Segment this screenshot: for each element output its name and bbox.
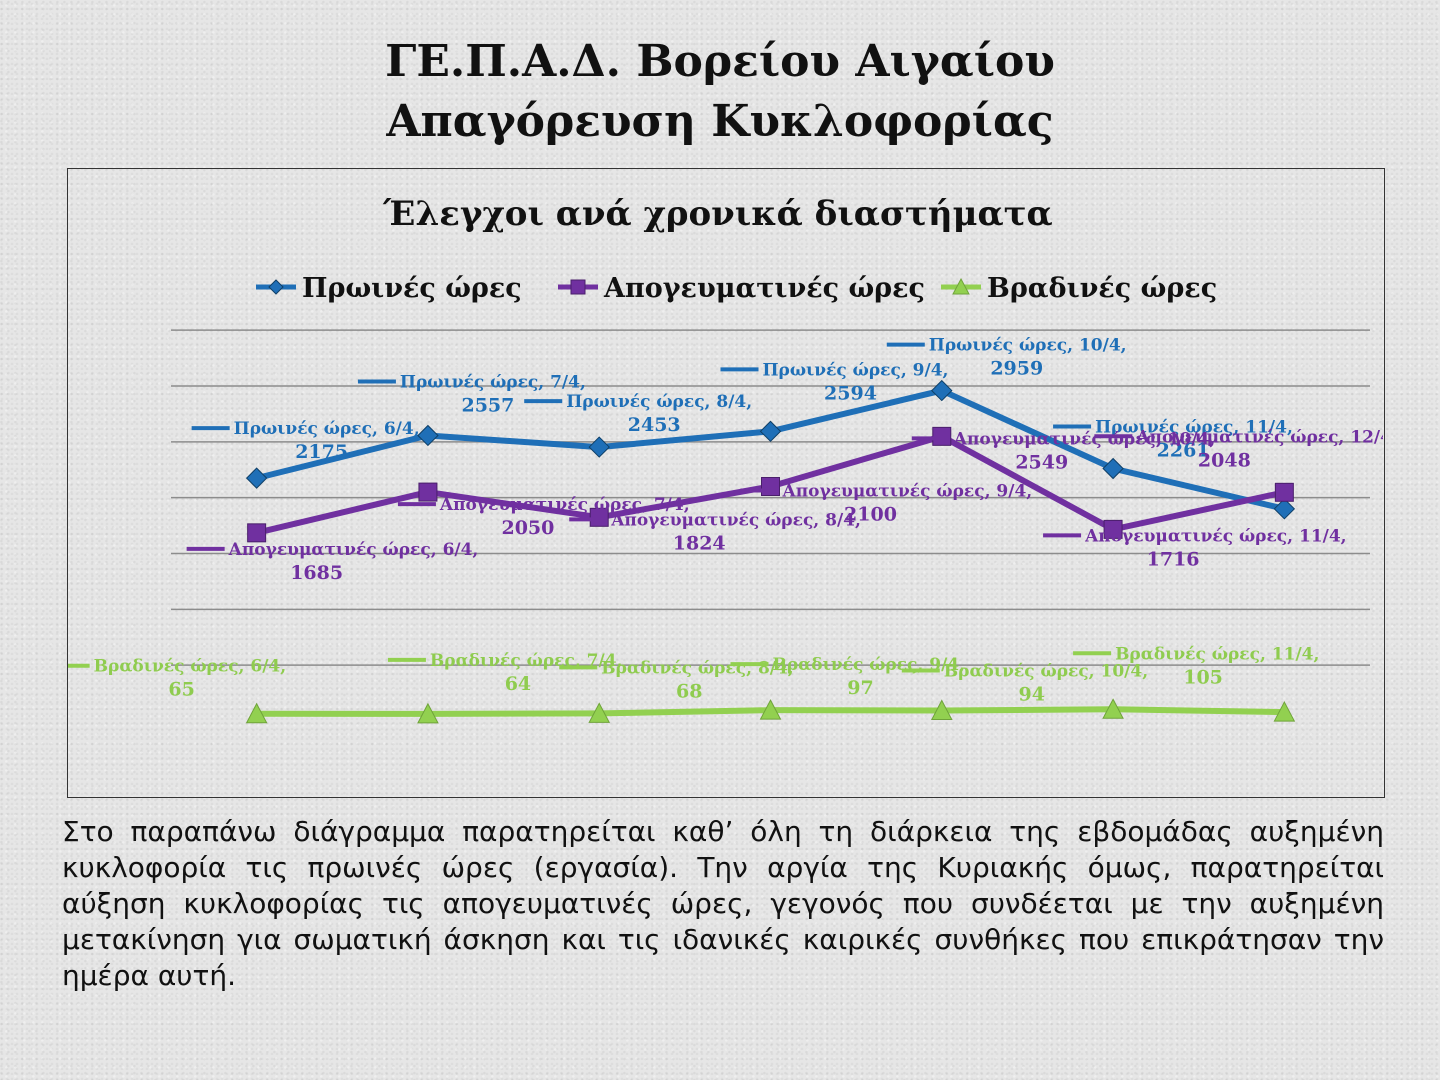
data-label-series: Βραδινές ώρες, 11/4, xyxy=(1115,644,1319,664)
data-label: Πρωινές ώρες, 11/4,2261 xyxy=(1053,418,1293,462)
data-point xyxy=(1274,482,1294,502)
data-label: Πρωινές ώρες, 9/4,2594 xyxy=(720,360,949,404)
data-label-series: Βραδινές ώρες, 6/4, xyxy=(94,657,287,677)
line-chart: Έλεγχοι ανά χρονικά διαστήματα Πρωινές ώ… xyxy=(68,194,1383,724)
data-label-series: Απογευματινές ώρες, 12/4, xyxy=(1135,427,1383,447)
data-point xyxy=(418,482,438,502)
data-point xyxy=(588,436,610,458)
data-label-series: Απογευματινές ώρες, 8/4, xyxy=(610,510,861,530)
data-label-value: 2594 xyxy=(824,382,877,404)
data-label-value: 2050 xyxy=(501,517,554,539)
legend-label: Βραδινές ώρες xyxy=(987,273,1217,304)
data-label-series: Πρωινές ώρες, 8/4, xyxy=(566,392,752,412)
data-point xyxy=(588,702,611,723)
data-label-value: 68 xyxy=(676,680,702,702)
chart-container: Έλεγχοι ανά χρονικά διαστήματα Πρωινές ώ… xyxy=(67,168,1385,798)
series-diamond xyxy=(245,379,1296,520)
chart-legend: Πρωινές ώρες Απογευματινές ώρες Βραδινές ώ… xyxy=(256,273,1217,304)
legend-marker xyxy=(570,279,586,295)
data-label-series: Βραδινές ώρες, 8/4, xyxy=(601,658,794,678)
data-label-value: 1824 xyxy=(673,532,726,554)
data-label-value: 2453 xyxy=(628,414,681,436)
data-label: Βραδινές ώρες, 6/4,65 xyxy=(68,657,286,701)
legend-marker xyxy=(952,277,970,295)
data-label: Πρωινές ώρες, 7/4,2557 xyxy=(357,372,586,416)
legend-item: Απογευματινές ώρες xyxy=(558,273,925,304)
data-point xyxy=(759,699,782,720)
data-point xyxy=(759,420,782,443)
data-label-value: 65 xyxy=(168,679,194,701)
data-label-series: Απογευματινές ώρες, 9/4, xyxy=(782,482,1033,502)
data-point xyxy=(245,467,268,489)
data-label: Βραδινές ώρες, 7/4,64 xyxy=(387,651,622,695)
data-label-series: Πρωινές ώρες, 6/4, xyxy=(234,419,420,439)
data-label: Βραδινές ώρες, 10/4,94 xyxy=(901,662,1148,706)
page-title: ΓΕ.Π.Α.Δ. Βορείου Αιγαίου xyxy=(385,36,1055,87)
chart-gridlines xyxy=(171,329,1370,666)
series-triangle xyxy=(245,698,1296,724)
legend-item: Πρωινές ώρες xyxy=(256,273,522,304)
data-label-series: Απογευματινές ώρες, 11/4, xyxy=(1084,526,1347,546)
data-label-value: 2175 xyxy=(295,441,348,463)
data-label: Απογευματινές ώρες, 8/4,1824 xyxy=(569,510,861,554)
data-label-value: 2261 xyxy=(1157,440,1210,462)
legend-label: Απογευματινές ώρες xyxy=(603,273,925,304)
data-label: Απογευματινές ώρες, 9/4,2100 xyxy=(740,482,1033,526)
description-paragraph: Στο παραπάνω διάγραμμα παρατηρείται καθ’… xyxy=(62,815,1384,992)
data-point xyxy=(417,702,439,724)
legend-label: Πρωινές ώρες xyxy=(302,273,522,304)
legend-marker xyxy=(268,279,284,295)
data-label: Απογευματινές ώρες, 11/4,1716 xyxy=(1043,526,1347,570)
data-label-series: Βραδινές ώρες, 10/4, xyxy=(944,662,1148,682)
data-label: Απογευματινές ώρες, 6/4,1685 xyxy=(186,540,479,584)
data-label: Απογευματινές ώρες, 12/4,2048 xyxy=(1094,427,1383,471)
data-point xyxy=(931,379,953,402)
data-point xyxy=(1273,498,1296,520)
data-label-value: 97 xyxy=(847,677,873,699)
data-label-series: Πρωινές ώρες, 7/4, xyxy=(400,372,586,392)
data-label-value: 2100 xyxy=(844,504,897,526)
data-label-value: 2549 xyxy=(1015,451,1068,473)
page-subtitle: Απαγόρευση Κυκλοφορίας xyxy=(386,96,1054,147)
data-label-value: 1716 xyxy=(1147,548,1200,570)
data-label-series: Πρωινές ώρες, 11/4, xyxy=(1095,418,1293,438)
data-label-value: 64 xyxy=(505,673,531,695)
data-label-series: Απογευματινές ώρες, 7/4, xyxy=(439,495,690,515)
data-label: Βραδινές ώρες, 11/4,105 xyxy=(1073,644,1319,688)
data-point xyxy=(247,523,267,543)
data-label-value: 1685 xyxy=(290,562,343,584)
data-label-value: 105 xyxy=(1183,666,1223,688)
data-label: Απογευματινές ώρες, 7/4,2050 xyxy=(397,495,690,539)
data-label-series: Απογευματινές ώρες, 6/4, xyxy=(228,540,479,560)
data-label-value: 2959 xyxy=(990,358,1043,380)
data-point xyxy=(417,424,439,447)
data-point xyxy=(1103,519,1123,539)
data-label-value: 94 xyxy=(1019,684,1045,706)
data-point xyxy=(245,702,268,724)
data-label-value: 2048 xyxy=(1198,449,1251,471)
data-label-series: Απογευματινές ώρες, 10/4, xyxy=(953,429,1216,449)
data-label: Απογευματινές ώρες, 10/4,2549 xyxy=(911,429,1216,473)
chart-title: Έλεγχοι ανά χρονικά διαστήματα xyxy=(382,194,1052,234)
data-point xyxy=(761,477,780,496)
data-point xyxy=(930,699,953,721)
data-point xyxy=(1273,700,1296,722)
data-label-series: Πρωινές ώρες, 9/4, xyxy=(763,360,949,380)
data-point xyxy=(1102,698,1124,719)
legend-item: Βραδινές ώρες xyxy=(941,273,1217,304)
data-label: Πρωινές ώρες, 8/4,2453 xyxy=(524,392,752,436)
data-label: Πρωινές ώρες, 10/4,2959 xyxy=(886,336,1127,380)
data-label-value: 2557 xyxy=(461,394,514,416)
data-label-series: Πρωινές ώρες, 10/4, xyxy=(929,336,1127,356)
data-label: Πρωινές ώρες, 6/4,2175 xyxy=(191,419,420,463)
data-point xyxy=(1102,457,1124,480)
